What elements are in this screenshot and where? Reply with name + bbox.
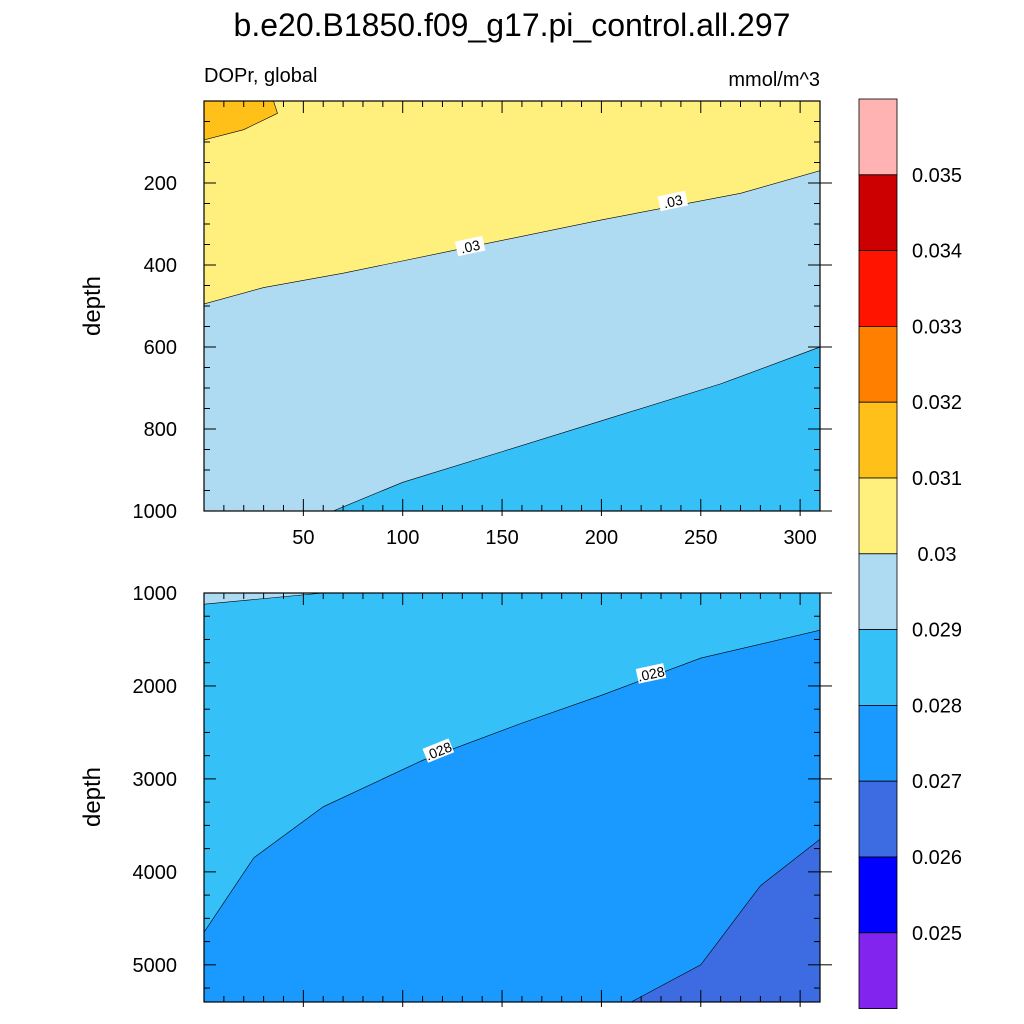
upper-y-tick-label: 400 — [144, 255, 177, 277]
svg-text:.028: .028 — [636, 663, 666, 684]
upper-region-0028-0029 — [333, 346, 820, 511]
colorbar-swatch — [858, 780, 898, 858]
colorbar-label: 0.033 — [912, 316, 962, 338]
lower-region-0027-0028 — [204, 629, 820, 1002]
subtitle-variable: DOPr, global — [204, 65, 317, 87]
colorbar-swatch — [858, 856, 898, 934]
upper-y-tick-label: 800 — [144, 419, 177, 441]
upper-y-tick-label: 1000 — [133, 501, 178, 523]
colorbar-label: 0.026 — [912, 847, 962, 869]
colorbar-label: 0.025 — [912, 923, 962, 945]
upper-x-tick-label: 250 — [684, 527, 717, 549]
colorbar-label: 0.034 — [912, 241, 962, 263]
upper-y-tick-label: 200 — [144, 173, 177, 195]
subtitle-units: mmol/m^3 — [728, 69, 820, 91]
colorbar-label: 0.03 — [918, 544, 957, 566]
colorbar-label: 0.035 — [912, 165, 962, 187]
svg-text:.03: .03 — [459, 237, 482, 257]
colorbar-label: 0.031 — [912, 468, 962, 490]
colorbar-swatch — [858, 553, 898, 630]
lower-y-tick-label: 4000 — [133, 862, 178, 884]
lower-y-axis-label: depth — [79, 767, 106, 827]
upper-y-tick-label: 600 — [144, 337, 177, 359]
colorbar-label: 0.029 — [912, 620, 962, 642]
colorbar-swatch — [858, 174, 898, 252]
colorbar-swatch — [858, 629, 898, 706]
lower-y-tick-label: 1000 — [133, 583, 178, 605]
colorbar-swatch — [858, 705, 898, 782]
upper-contour-label-2: .03 — [657, 190, 689, 212]
figure-title: b.e20.B1850.f09_g17.pi_control.all.297 — [234, 7, 791, 43]
colorbar-label: 0.032 — [912, 392, 962, 414]
upper-contour-label-1: .03 — [454, 235, 486, 257]
colorbar-swatch — [858, 401, 898, 479]
colorbar-swatch — [858, 250, 898, 327]
lower-region-0026-0027 — [631, 838, 820, 1002]
lower-contour-label-2: .028 — [635, 663, 666, 685]
colorbar-swatch — [858, 325, 898, 403]
upper-panel: .03 .03 50 100 150 200 250 300 200 400 600 800 1000… — [79, 100, 832, 549]
lower-y-tick-label: 2000 — [133, 676, 178, 698]
upper-region-0031-0032 — [204, 101, 278, 141]
upper-y-axis-label: depth — [79, 276, 106, 336]
colorbar: 0.035 0.034 0.033 0.032 0.031 0.03 0.029 0.028 0… — [858, 98, 962, 1009]
lower-plot-frame — [203, 592, 821, 1003]
svg-text:.03: .03 — [662, 192, 685, 212]
upper-x-tick-label: 200 — [585, 527, 618, 549]
colorbar-label: 0.028 — [912, 695, 962, 717]
colorbar-swatch — [858, 932, 898, 1009]
upper-x-tick-label: 50 — [292, 527, 314, 549]
lower-y-tick-label: 5000 — [133, 955, 178, 977]
upper-x-tick-label: 100 — [386, 527, 419, 549]
upper-x-tick-label: 300 — [783, 527, 816, 549]
colorbar-label: 0.027 — [912, 771, 962, 793]
colorbar-swatch — [858, 98, 898, 176]
colorbar-swatch — [858, 477, 898, 555]
lower-y-tick-label: 3000 — [133, 769, 178, 791]
upper-x-tick-label: 150 — [485, 527, 518, 549]
